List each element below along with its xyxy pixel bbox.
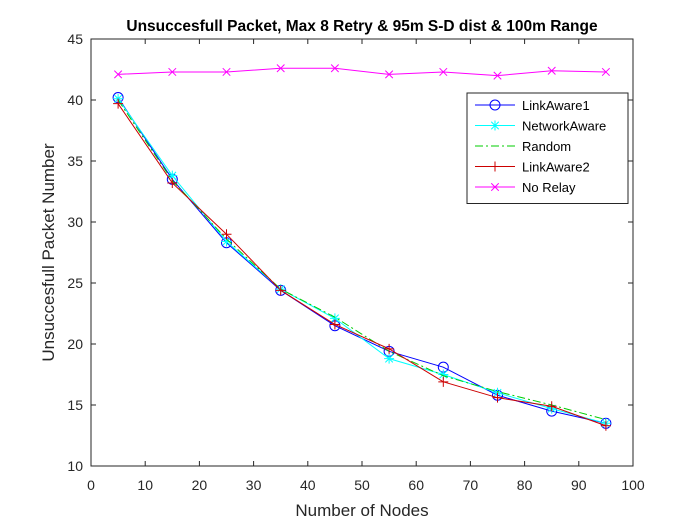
y-tick-label: 45 <box>67 31 83 47</box>
legend: LinkAware1 NetworkAware Random LinkAware2 No… <box>466 92 629 204</box>
legend-label: LinkAware2 <box>522 160 590 175</box>
y-tick-label: 40 <box>67 92 83 108</box>
legend-item: LinkAware1 <box>475 98 590 113</box>
x-marker <box>113 70 123 79</box>
chart-title: Unsuccesfull Packet, Max 8 Retry & 95m S… <box>126 18 598 35</box>
x-marker <box>168 67 177 77</box>
x-tick-label: 60 <box>408 477 424 493</box>
x-tick-label: 70 <box>463 477 479 493</box>
x-marker <box>276 64 285 73</box>
y-tick-label: 35 <box>67 153 83 169</box>
plus-marker <box>490 161 500 172</box>
asterisk-marker <box>438 369 449 380</box>
y-tick-label: 30 <box>67 214 83 230</box>
legend-box <box>466 92 629 204</box>
plus-marker <box>329 319 340 330</box>
legend-item: NetworkAware <box>475 119 606 134</box>
legend-label: LinkAware1 <box>522 98 590 113</box>
x-tick-label: 30 <box>246 477 262 493</box>
asterisk-marker <box>221 236 232 247</box>
x-marker <box>547 66 556 75</box>
x-tick-label: 100 <box>621 477 645 493</box>
plus-marker <box>113 98 124 109</box>
x-tick-label: 40 <box>300 477 316 493</box>
plus-marker <box>546 401 557 412</box>
plot-frame <box>90 38 634 467</box>
x-tick-label: 10 <box>137 477 153 493</box>
asterisk-marker <box>384 353 395 364</box>
legend-label: Random <box>522 139 571 154</box>
x-tick-label: 0 <box>87 477 95 493</box>
x-marker <box>439 67 448 77</box>
series-line <box>117 99 607 421</box>
x-tick-label: 50 <box>354 477 370 493</box>
y-tick-label: 15 <box>67 397 83 413</box>
series-random <box>117 99 607 421</box>
series-linkaware2 <box>113 98 611 431</box>
legend-item: LinkAware2 <box>475 160 590 175</box>
plus-marker <box>221 229 232 240</box>
plus-marker <box>384 343 395 354</box>
series-line <box>117 103 607 427</box>
circle-marker <box>489 99 501 111</box>
series-layer <box>112 64 612 431</box>
legend-label: NetworkAware <box>522 119 606 134</box>
legend-label: No Relay <box>522 180 576 195</box>
asterisk-marker <box>490 120 500 131</box>
x-marker <box>490 182 500 192</box>
legend-item: Random <box>475 139 571 154</box>
x-marker <box>493 71 502 80</box>
x-marker <box>222 67 231 77</box>
series-line <box>118 67 606 77</box>
asterisk-marker <box>329 313 340 324</box>
plus-marker <box>600 420 611 431</box>
x-marker <box>601 67 611 77</box>
asterisk-marker <box>167 170 178 181</box>
y-tick-label: 25 <box>67 275 83 291</box>
series-no-relay <box>113 64 611 80</box>
x-marker <box>384 70 394 79</box>
x-tick-label: 90 <box>571 477 587 493</box>
x-tick-label: 20 <box>192 477 208 493</box>
y-tick-label: 20 <box>67 336 83 352</box>
legend-item: No Relay <box>475 180 576 195</box>
plus-marker <box>275 285 286 296</box>
plus-marker <box>167 177 178 188</box>
x-marker <box>330 64 340 73</box>
x-axis-label: Number of Nodes <box>295 501 428 520</box>
x-tick-label: 80 <box>517 477 533 493</box>
y-tick-label: 10 <box>67 458 83 474</box>
plus-marker <box>438 376 449 387</box>
y-axis-label: Unsuccesfull Packet Number <box>39 143 58 362</box>
plus-marker <box>492 392 503 403</box>
